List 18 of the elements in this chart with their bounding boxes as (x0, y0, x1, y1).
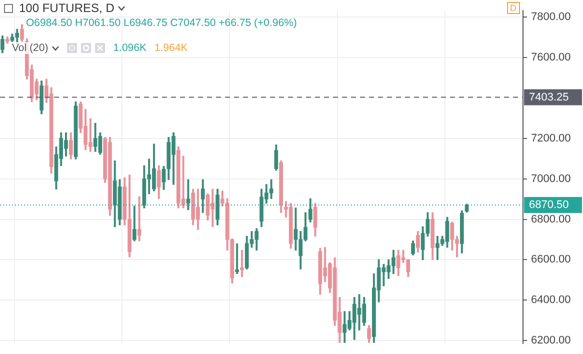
y-tick-label: 6600.00 (531, 254, 571, 266)
y-tick-label: 6200.00 (531, 334, 571, 347)
ref-line-label: 7403.25 (529, 91, 569, 104)
text: O6984.50 H7061.50 L6946.75 C7047.50 +66.75 (+0.96%) (26, 17, 297, 29)
y-tick-label: 7600.00 (531, 52, 571, 64)
chart-title: 100 FUTURES, D (19, 1, 114, 15)
ref-line-label: 6870.50 (529, 199, 569, 212)
y-tick-label: 7000.00 (531, 172, 571, 185)
annotation: 1.964K (154, 42, 188, 54)
y-tick-label: 6800.00 (531, 213, 571, 226)
y-tick-label: 7200.00 (531, 132, 571, 144)
annotation: Vol (20) (12, 42, 48, 54)
annotation: D (507, 2, 520, 14)
y-tick-label: 7800.00 (531, 11, 571, 24)
candlestick (240, 250, 244, 278)
annotation: 1.096K (113, 42, 146, 54)
candlestick (235, 243, 239, 274)
y-tick-label: 6400.00 (531, 294, 571, 306)
